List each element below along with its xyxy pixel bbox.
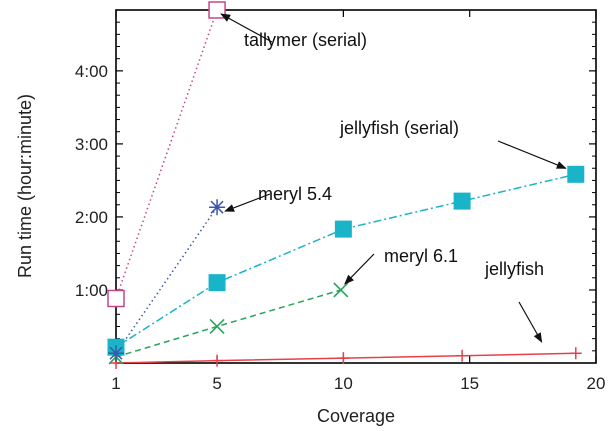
y-tick-label: 1:00 <box>75 281 108 300</box>
tick-layer: 1 5 10 15 201:002:003:004:00 <box>75 10 606 393</box>
annotation-arrow <box>344 253 375 285</box>
annotation-arrow <box>497 140 567 169</box>
annotation-label: tallymer (serial) <box>244 30 367 50</box>
data-point-jellyfish-serial <box>567 165 585 183</box>
data-point-jellyfish <box>211 354 224 367</box>
data-point-jellyfish-serial <box>208 274 226 292</box>
data-point-meryl-5-4 <box>209 199 226 216</box>
data-point-jellyfish-serial <box>453 192 471 210</box>
annotation-arrow <box>224 193 271 212</box>
annotation-label: meryl 5.4 <box>258 184 332 204</box>
data-point-meryl-5-4 <box>108 345 124 362</box>
data-point-tallymer-serial <box>107 289 125 308</box>
annotation-label: jellyfish (serial) <box>339 118 459 138</box>
data-point-jellyfish <box>569 347 582 360</box>
annotation-arrow <box>518 301 543 343</box>
x-tick-label: 10 <box>334 374 353 393</box>
series-line-meryl-5-4 <box>116 206 218 354</box>
x-tick-label: 5 <box>212 374 221 393</box>
data-point-jellyfish-serial <box>334 220 352 238</box>
series-line-tallymer-serial <box>116 10 218 299</box>
y-axis-title: Run time (hour:minute) <box>15 94 35 278</box>
data-point-meryl-6-1 <box>333 282 349 298</box>
annotation-label: meryl 6.1 <box>384 246 458 266</box>
data-point-meryl-6-1 <box>209 318 225 335</box>
x-tick-label: 20 <box>587 374 606 393</box>
marker-layer <box>107 1 585 369</box>
data-point-jellyfish <box>337 352 350 365</box>
series-line-meryl-6-1 <box>116 289 342 358</box>
annotation-layer: tallymer (serial) meryl 5.4 jellyfish (ser… <box>220 13 567 343</box>
x-tick-label: 15 <box>460 374 479 393</box>
y-tick-label: 4:00 <box>75 62 108 81</box>
plot-frame <box>115 9 597 364</box>
y-tick-label: 3:00 <box>75 135 108 154</box>
annotation-label: jellyfish <box>484 259 544 279</box>
x-tick-label: 1 <box>111 374 120 393</box>
y-tick-label: 2:00 <box>75 208 108 227</box>
data-point-tallymer-serial <box>208 1 226 19</box>
data-point-jellyfish <box>456 349 469 362</box>
x-axis-title: Coverage <box>317 406 395 426</box>
series-layer <box>116 10 576 363</box>
annotation-arrow <box>220 13 273 43</box>
